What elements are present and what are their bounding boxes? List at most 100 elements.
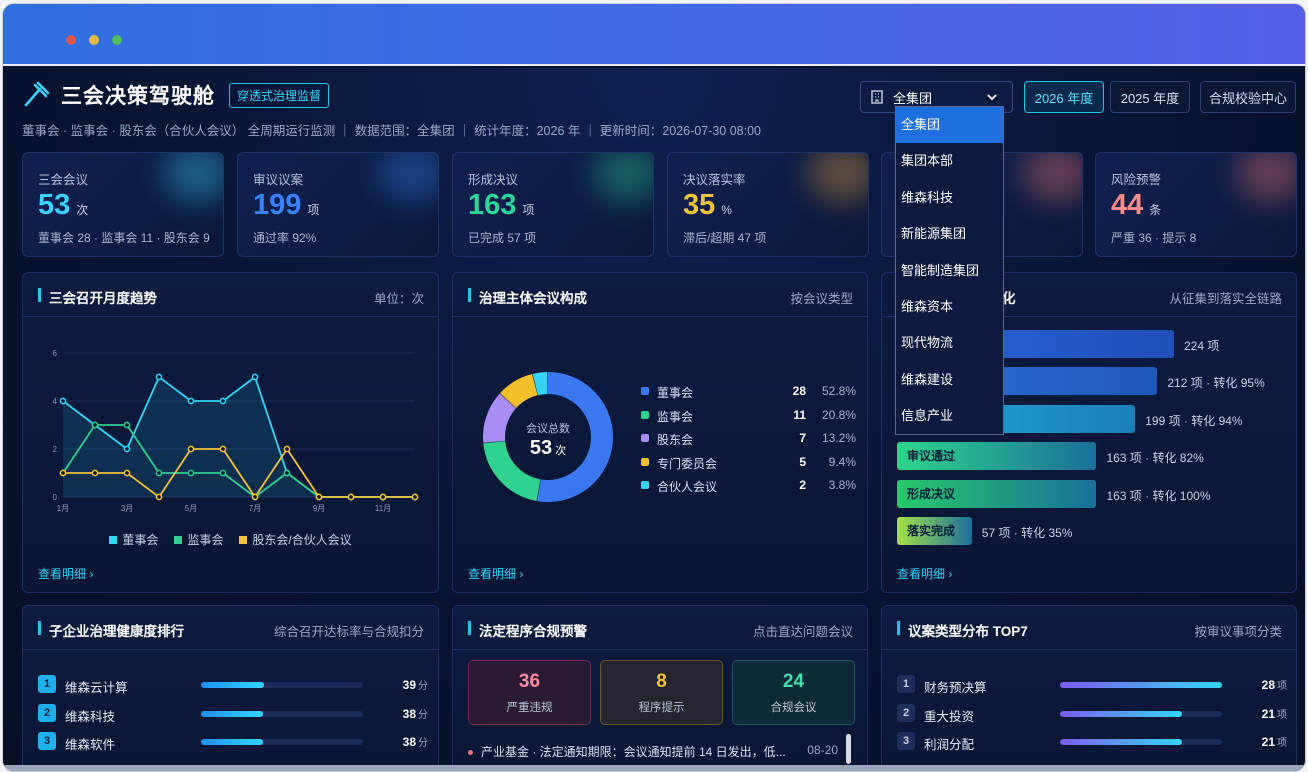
- view-details-link[interactable]: 查看明细 ›: [468, 567, 524, 581]
- health-row[interactable]: 2 维森科技 38 分: [38, 703, 428, 724]
- data-point: [59, 397, 67, 405]
- data-point: [187, 469, 195, 477]
- kpi-card-implementation[interactable]: 决议落实率 35% 滞后/超期 47 项: [667, 152, 869, 257]
- title-accent: [38, 288, 41, 302]
- view-details-link[interactable]: 查看明细 ›: [897, 567, 953, 581]
- kpi-card-proposals[interactable]: 审议议案 199 项 通过率 92%: [237, 152, 439, 257]
- scope-dropdown-menu: 全集团 集团本部 维森科技 新能源集团 智能制造集团 维森资本 现代物流 维森建…: [895, 106, 1004, 435]
- data-point: [187, 445, 195, 453]
- panel-title: 法定程序合规预警: [479, 624, 587, 639]
- alert-item[interactable]: 产业基金 · 法定通知期限：会议通知提前 14 日发出，低... 08-20: [468, 743, 838, 760]
- legend-item: 监事会: [174, 531, 223, 548]
- minimize-dot[interactable]: [89, 35, 99, 45]
- kpi-card-meetings[interactable]: 三会会议 53 次 董事会 28 · 监事会 11 · 股东会 9: [22, 152, 224, 257]
- kpi-value: 163: [468, 189, 517, 221]
- window-titlebar: [3, 4, 1305, 66]
- x-tick-label: 9月: [313, 504, 325, 513]
- year-2026-button[interactable]: 2026 年度: [1024, 81, 1104, 113]
- legend-percent: 9.4%: [828, 454, 856, 469]
- legend-percent: 20.8%: [821, 407, 856, 422]
- donut-center: 会议总数 53 次: [478, 367, 618, 507]
- chevron-down-icon: [987, 94, 997, 101]
- dropdown-option[interactable]: 全集团: [896, 107, 1003, 144]
- serious-violation-box[interactable]: 36 严重违规: [468, 660, 591, 725]
- rank-badge: 2: [38, 703, 56, 722]
- type-row[interactable]: 1 财务预决算 28 项: [897, 675, 1287, 695]
- box-value: 24: [782, 671, 805, 692]
- legend-swatch: [641, 387, 649, 395]
- horizontal-scrollbar[interactable]: [3, 765, 1305, 771]
- x-tick-label: 5月: [185, 504, 197, 513]
- kpi-card-risk[interactable]: 风险预警 44 条 严重 36 · 提示 8: [1095, 152, 1297, 257]
- data-point: [155, 493, 163, 501]
- dropdown-option[interactable]: 维森科技: [901, 189, 954, 205]
- type-row[interactable]: 3 利润分配 21 项: [897, 732, 1287, 752]
- page-title: 三会决策驾驶舱: [61, 85, 215, 108]
- legend-swatch: [641, 457, 649, 466]
- close-dot[interactable]: [66, 35, 76, 45]
- dashboard: 三会决策驾驶舱 穿透式治理监督 董事会 · 监事会 · 股东会（合伙人会议） 全…: [3, 68, 1305, 771]
- alert-scrollbar[interactable]: [846, 734, 851, 764]
- legend-count: 5: [799, 454, 806, 469]
- funnel-stage-bar[interactable]: 落实完成: [897, 517, 972, 545]
- count-value: 28 项: [1261, 678, 1287, 692]
- data-point: [155, 469, 163, 477]
- funnel-stage-bar[interactable]: 形成决议: [897, 479, 1097, 508]
- legend-count: 7: [799, 431, 806, 445]
- kpi-value: 35: [683, 189, 716, 221]
- dropdown-option[interactable]: 信息产业: [901, 408, 954, 424]
- maximize-dot[interactable]: [112, 35, 122, 45]
- dropdown-option[interactable]: 现代物流: [901, 335, 954, 351]
- rank-badge: 3: [38, 732, 56, 750]
- count-unit: 项: [1277, 709, 1287, 721]
- count-fill: [1060, 710, 1182, 717]
- legend-row: 专门委员会 5 9.4%: [641, 454, 856, 471]
- trend-line-chart: 0 2 4 6 1月 3月 5月 7月 9月 11月: [53, 349, 419, 513]
- type-row[interactable]: 2 重大投资 21 项: [897, 703, 1287, 724]
- y-tick-label: 0: [53, 493, 58, 502]
- donut-slice: [483, 440, 541, 501]
- kpi-value: 53: [38, 189, 71, 221]
- health-row[interactable]: 3 维森软件 38 分: [38, 732, 428, 752]
- count-unit: 项: [1277, 738, 1287, 749]
- dropdown-option[interactable]: 智能制造集团: [901, 262, 980, 278]
- score-track: [201, 710, 363, 717]
- data-point: [123, 445, 131, 453]
- panel-subtitle: 综合召开达标率与合规扣分: [273, 625, 424, 639]
- page-subtitle: 董事会 · 监事会 · 股东会（合伙人会议） 全周期运行监测 ｜ 数据范围：全集…: [22, 124, 762, 138]
- kpi-label: 审议议案: [253, 173, 304, 187]
- compliant-meeting-box[interactable]: 24 合规会议: [732, 660, 855, 725]
- funnel-stage-bar[interactable]: 审议通过: [897, 442, 1097, 471]
- data-point: [155, 373, 163, 381]
- score-unit: 分: [418, 709, 428, 721]
- year-2025-button[interactable]: 2025 年度: [1110, 81, 1190, 113]
- dropdown-option[interactable]: 维森建设: [901, 371, 954, 387]
- health-row[interactable]: 1 维森云计算 39 分: [38, 675, 428, 695]
- procedure-hint-box[interactable]: 8 程序提示: [600, 660, 723, 725]
- dropdown-option[interactable]: 新能源集团: [901, 226, 967, 242]
- compliance-center-button[interactable]: 合规校验中心: [1200, 81, 1296, 113]
- panel-header: 三会召开月度趋势 单位：次: [23, 273, 438, 317]
- score-value: 39 分: [402, 678, 428, 692]
- dropdown-option[interactable]: 维森资本: [901, 298, 954, 314]
- kpi-card-resolutions[interactable]: 形成决议 163 项 已完成 57 项: [452, 152, 654, 257]
- panel-header: 化 从征集到落实全链路: [882, 273, 1296, 317]
- proposal-types-panel: 议案类型分布 TOP7 按审议事项分类 1 财务预决算 28 项 2 重大投资 21 项 3 利润分…: [881, 605, 1297, 771]
- view-details-link[interactable]: 查看明细 ›: [38, 567, 94, 581]
- legend-label: 董事会: [122, 533, 159, 547]
- count-unit: 项: [1277, 681, 1287, 692]
- card-glow: [593, 153, 653, 203]
- kpi-value-wrap: 53 次: [38, 189, 88, 222]
- data-point: [91, 469, 99, 477]
- funnel-stage-text: 163 项 · 转化 100%: [1106, 488, 1211, 503]
- dropdown-option[interactable]: 集团本部: [901, 153, 954, 169]
- data-point: [219, 445, 227, 453]
- title-accent: [468, 621, 471, 635]
- kpi-unit: 次: [76, 203, 89, 217]
- count-fill: [1060, 739, 1182, 745]
- title-accent: [38, 621, 41, 635]
- legend-item: 董事会: [109, 531, 158, 548]
- donut-slice: [532, 372, 548, 396]
- data-point: [379, 493, 387, 501]
- browser-window: 三会决策驾驶舱 穿透式治理监督 董事会 · 监事会 · 股东会（合伙人会议） 全…: [2, 3, 1306, 772]
